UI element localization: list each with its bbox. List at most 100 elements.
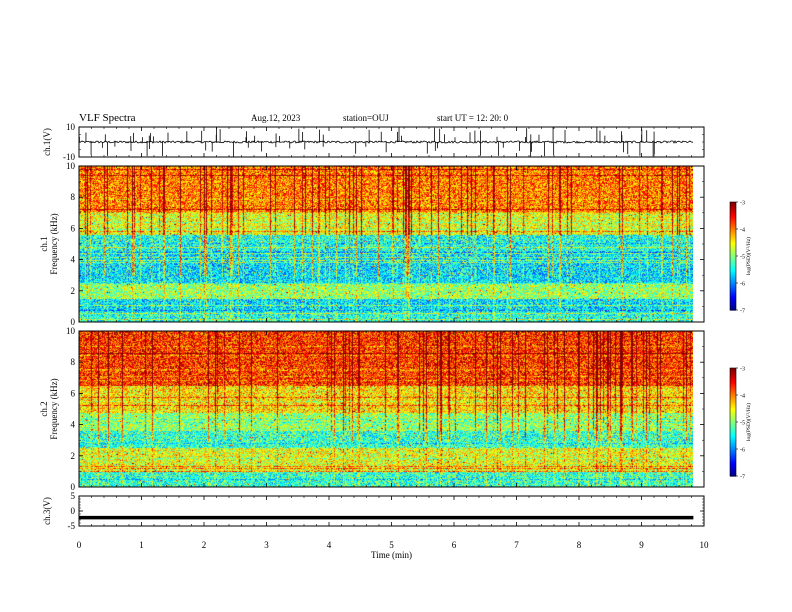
colorbar-segment xyxy=(730,286,736,289)
y-tick-label: 5 xyxy=(71,491,76,501)
colorbar-segment xyxy=(730,227,736,230)
colorbar-segment xyxy=(730,268,736,271)
y-axis-label: ch.1 xyxy=(39,236,49,251)
x-tick-label: 6 xyxy=(452,540,457,550)
colorbar-segment xyxy=(730,445,736,448)
y-tick-label: 0 xyxy=(71,482,76,492)
colorbar-segment xyxy=(730,301,736,304)
colorbar-segment xyxy=(730,400,736,403)
colorbar-segment xyxy=(730,288,736,291)
colorbar-segment xyxy=(730,468,736,472)
colorbar-segment xyxy=(730,368,736,371)
y-tick-label: 6 xyxy=(71,223,76,233)
x-tick-label: 1 xyxy=(139,540,144,550)
date-label: Aug.12, 2023 xyxy=(251,113,301,123)
colorbar-segment xyxy=(730,373,736,376)
colorbar-segment xyxy=(730,272,736,275)
colorbar-segment xyxy=(730,386,736,389)
colorbar-tick-label: -4 xyxy=(740,394,745,400)
colorbar-segment xyxy=(730,230,736,234)
colorbar-segment xyxy=(730,472,736,475)
colorbar-segment xyxy=(730,220,736,223)
colorbar-segment xyxy=(730,474,736,477)
colorbar-segment xyxy=(730,211,736,214)
colorbar-segment xyxy=(730,203,736,207)
colorbar-segment xyxy=(730,293,736,297)
colorbar-label: log(PSD)(V²/Hz) xyxy=(745,403,752,441)
colorbar-segment xyxy=(730,389,736,392)
colorbar-segment xyxy=(730,425,736,428)
y-tick-label: 4 xyxy=(71,255,76,265)
colorbar-tick-label: -5 xyxy=(740,255,745,261)
y-tick-label: 10 xyxy=(66,326,76,336)
y-axis-label: Frequency (kHz) xyxy=(49,378,59,439)
colorbar-segment xyxy=(730,229,736,232)
colorbar-segment xyxy=(730,409,736,412)
colorbar-segment xyxy=(730,405,736,409)
colorbar-segment xyxy=(730,277,736,280)
y-tick-label: 4 xyxy=(71,420,76,430)
colorbar-segment xyxy=(730,209,736,212)
y-tick-label: 0 xyxy=(71,506,76,516)
colorbar-segment xyxy=(730,470,736,473)
colorbar-segment xyxy=(730,279,736,282)
ch1-spectrogram-panel: 0 2 4 6 8 10 ch.1 Frequency (kHz) xyxy=(39,161,705,327)
colorbar-segment xyxy=(730,454,736,457)
colorbar-segment xyxy=(730,427,736,430)
ch1-waveform-panel: 10 -10 ch.1(V) xyxy=(42,122,705,162)
y-tick-label: -5 xyxy=(68,521,76,531)
colorbar-segment xyxy=(730,221,736,225)
colorbar-segment xyxy=(730,407,736,410)
colorbar-segment xyxy=(730,443,736,446)
x-tick-label: 5 xyxy=(389,540,394,550)
colorbar-segment xyxy=(730,254,736,257)
colorbar-segment xyxy=(730,304,736,307)
colorbar-segment xyxy=(730,261,736,264)
y-tick-label: 8 xyxy=(71,357,76,367)
colorbar-segment xyxy=(730,308,736,311)
start-time-label: start UT = 12: 20: 0 xyxy=(437,113,509,123)
colorbar-tick-label: -6 xyxy=(740,282,745,288)
colorbar-segment xyxy=(730,467,736,470)
colorbar-segment xyxy=(730,382,736,385)
colorbar-segment xyxy=(730,236,736,239)
colorbar-segment xyxy=(730,440,736,443)
ch1-trace xyxy=(78,140,693,144)
colorbar-segment xyxy=(730,302,736,306)
colorbar-segment xyxy=(730,250,736,253)
colorbar-segment xyxy=(730,281,736,284)
colorbar-segment xyxy=(730,387,736,391)
colorbar-segment xyxy=(730,450,736,454)
colorbar-segment xyxy=(730,395,736,398)
colorbar-segment xyxy=(730,393,736,396)
colorbar-segment xyxy=(730,416,736,419)
colorbar-segment xyxy=(730,234,736,237)
colorbar-segment xyxy=(730,377,736,380)
colorbar-tick-label: -7 xyxy=(740,309,745,315)
colorbar-segment xyxy=(730,438,736,441)
ch1-colorbar: -3 -4 -5 -6 -7 log(PSD)(V²/Hz) xyxy=(729,201,752,315)
colorbar-segment xyxy=(730,413,736,416)
colorbar-segment xyxy=(730,369,736,373)
colorbar-segment xyxy=(730,404,736,407)
colorbar-segment xyxy=(730,414,736,418)
colorbar-segment xyxy=(730,205,736,208)
ch2-colorbar: -3 -4 -5 -6 -7 log(PSD)(V²/Hz) xyxy=(729,367,752,481)
colorbar-tick-label: -5 xyxy=(740,421,745,427)
colorbar-segment xyxy=(730,398,736,401)
colorbar-segment xyxy=(730,306,736,309)
chart-title: VLF Spectra xyxy=(79,112,136,124)
colorbar-segment xyxy=(730,218,736,221)
colorbar-segment xyxy=(730,461,736,464)
x-tick-label: 7 xyxy=(514,540,519,550)
colorbar-segment xyxy=(730,449,736,452)
colorbar-segment xyxy=(730,216,736,219)
colorbar-segment xyxy=(730,266,736,270)
x-tick-label: 10 xyxy=(700,540,710,550)
y-axis-label: ch.3(V) xyxy=(42,497,52,525)
colorbar-segment xyxy=(730,465,736,468)
colorbar-segment xyxy=(730,243,736,246)
colorbar-segment xyxy=(730,396,736,400)
colorbar-label: log(PSD)(V²/Hz) xyxy=(745,237,752,275)
